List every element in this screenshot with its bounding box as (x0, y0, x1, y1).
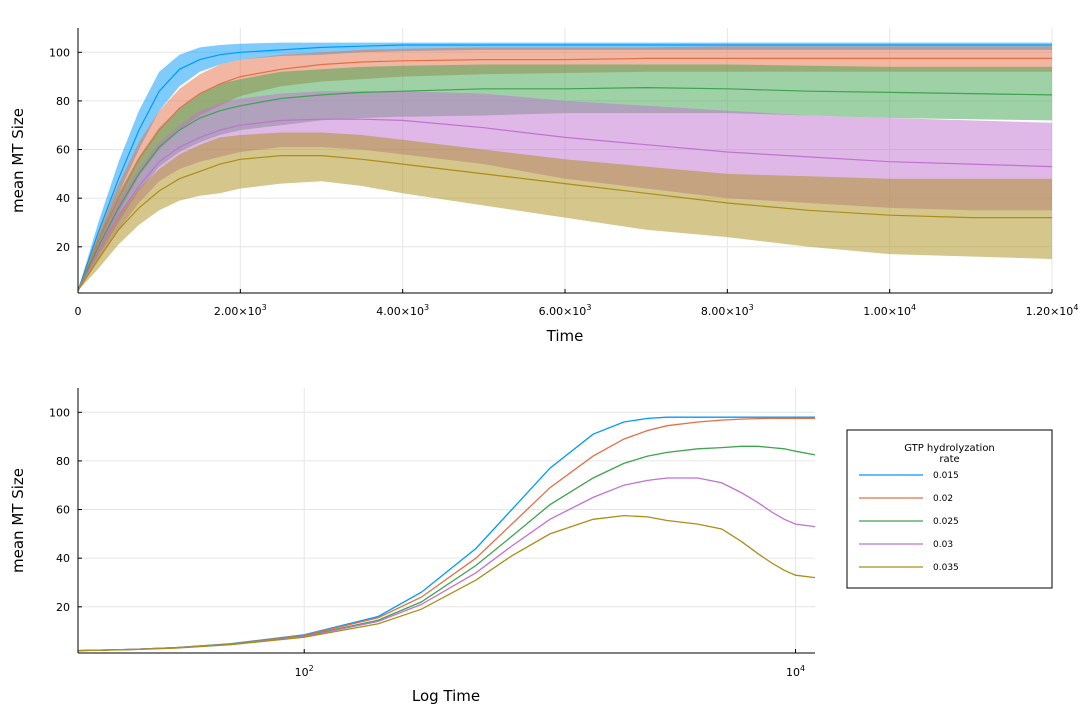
x-tick-label-exp: 3 (586, 303, 591, 312)
x-tick-label-exp: 3 (749, 303, 754, 312)
series-line-4 (77, 514, 816, 652)
x-tick-label-base: 8.00×10 (701, 305, 749, 318)
legend-label: 0.02 (933, 494, 953, 504)
series-line-1 (77, 417, 815, 652)
x-tick-label-exp: 2 (309, 664, 314, 673)
mean-line-1 (77, 57, 1052, 291)
mean-line-3 (77, 118, 1053, 291)
x-tick-label: 8.00×103 (701, 303, 754, 318)
legend-label: 0.035 (933, 563, 959, 573)
y-axis-label: mean MT Size (9, 468, 27, 573)
y-tick-label: 20 (56, 601, 70, 614)
x-tick-label-base: 6.00×10 (539, 305, 587, 318)
legend-label: 0.015 (933, 471, 959, 481)
y-tick-label: 40 (56, 552, 70, 565)
x-tick-label-exp: 4 (800, 664, 805, 673)
x-tick-label: 4.00×103 (376, 303, 429, 318)
y-tick-label: 40 (56, 192, 70, 205)
mean-line-4 (77, 155, 1052, 291)
x-tick-label: 104 (786, 664, 805, 679)
x-tick-label: 102 (295, 664, 314, 679)
ribbon-4 (78, 132, 1052, 291)
legend-label: 0.03 (933, 540, 953, 550)
y-tick-label: 60 (56, 504, 70, 517)
x-tick-label: 6.00×103 (539, 303, 592, 318)
legend-title: GTP hydrolyzation (904, 443, 995, 454)
mean-line-0 (77, 44, 1052, 291)
time-plot: 0 2.00×103 4.00×103 6.00×103 8.00×103 1.00×10… (9, 28, 1078, 345)
x-tick-label-exp: 3 (424, 303, 429, 312)
legend-box (846, 429, 1053, 589)
y-tick-label: 80 (56, 455, 70, 468)
x-tick-label-base: 10 (295, 666, 309, 679)
y-tick-label: 60 (56, 144, 70, 157)
x-tick-label: 2.00×103 (214, 303, 267, 318)
x-tick-label-exp: 3 (262, 303, 267, 312)
x-tick-label-exp: 4 (1073, 303, 1078, 312)
y-axis-label: mean MT Size (9, 108, 27, 213)
ribbon-0 (78, 42, 1052, 291)
legend-label: 0.025 (933, 517, 959, 527)
series-line-0 (77, 416, 815, 652)
y-tick-label: 20 (56, 241, 70, 254)
x-tick-label-exp: 4 (911, 303, 916, 312)
x-tick-label-base: 2.00×10 (214, 305, 262, 318)
x-axis-label: Log Time (412, 687, 480, 705)
x-tick-label-base: 4.00×10 (376, 305, 424, 318)
x-tick-label-base: 1.20×10 (1026, 305, 1074, 318)
y-tick-label: 80 (56, 95, 70, 108)
legend-title: rate (939, 454, 959, 465)
y-tick-label: 100 (49, 406, 70, 419)
y-tick-label: 100 (49, 46, 70, 59)
x-tick-label: 1.20×104 (1026, 303, 1079, 318)
x-tick-label: 0 (75, 305, 82, 318)
series-line-2 (77, 445, 816, 652)
mean-line-2 (77, 86, 1053, 291)
x-tick-label-base: 10 (786, 666, 800, 679)
series-line-3 (77, 477, 816, 652)
x-tick-label-base: 0 (75, 305, 82, 318)
x-tick-label: 1.00×104 (863, 303, 916, 318)
x-axis-label: Time (546, 327, 584, 345)
x-tick-label-base: 1.00×10 (863, 305, 911, 318)
